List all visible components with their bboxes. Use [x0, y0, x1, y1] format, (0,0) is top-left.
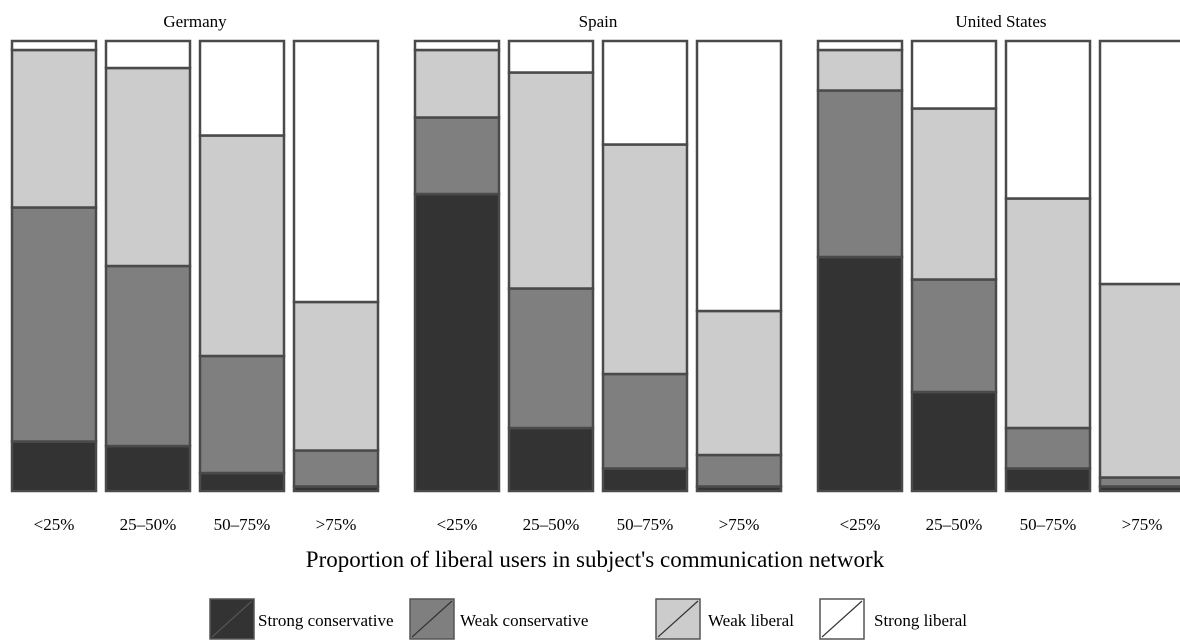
legend-item: Weak conservative	[409, 598, 588, 640]
legend-swatch-slash	[657, 600, 699, 638]
bar-segment	[104, 264, 192, 448]
x-tick-label: 50–75%	[1020, 515, 1077, 534]
bar-segment	[413, 116, 501, 196]
x-tick-label: <25%	[437, 515, 478, 534]
bar-segment	[198, 134, 286, 358]
bar-segment	[292, 39, 380, 304]
x-tick-label: 25–50%	[120, 515, 177, 534]
bar-segment	[601, 143, 689, 376]
bar-segment	[816, 39, 904, 52]
bar-segment	[601, 39, 689, 146]
bar-segment	[198, 471, 286, 493]
legend-swatch-slash	[411, 600, 453, 638]
bar-segment	[507, 71, 595, 290]
x-tick-label: 50–75%	[617, 515, 674, 534]
x-tick-label: 50–75%	[214, 515, 271, 534]
legend-label: Strong liberal	[874, 611, 967, 630]
bar-segment	[10, 206, 98, 443]
legend-swatch-slash	[211, 600, 253, 638]
bar-segment	[910, 390, 998, 493]
bar-segment	[910, 39, 998, 110]
labels-layer: Germany <25% 25–50% 50–75% >75% Spain <25% 25–5…	[34, 12, 1163, 534]
bar-segment	[413, 192, 501, 493]
bar-segment	[816, 89, 904, 259]
bar-segment	[1004, 197, 1092, 430]
bar-segment	[10, 440, 98, 493]
bar-segment	[601, 372, 689, 470]
bar-segment	[695, 309, 783, 457]
legend: Strong conservative Weak conservative Weak…	[209, 598, 967, 640]
bar-segment	[413, 48, 501, 119]
bar-segment	[1098, 282, 1180, 479]
bar-segment	[695, 39, 783, 313]
x-tick-label: 25–50%	[926, 515, 983, 534]
legend-label: Strong conservative	[258, 611, 394, 630]
x-tick-label: <25%	[34, 515, 75, 534]
bar-segment	[507, 287, 595, 430]
x-tick-label: >75%	[316, 515, 357, 534]
x-tick-label: <25%	[840, 515, 881, 534]
bar-segment	[10, 39, 98, 52]
bar-segment	[910, 278, 998, 394]
bar-segment	[816, 48, 904, 92]
legend-swatch-slash	[821, 600, 863, 638]
bar-segment	[507, 426, 595, 493]
legend-label: Weak liberal	[708, 611, 794, 630]
bar-segment	[910, 107, 998, 281]
legend-item: Strong liberal	[819, 598, 967, 640]
bar-segment	[413, 39, 501, 52]
x-tick-label: >75%	[1122, 515, 1163, 534]
bar-segment	[1098, 39, 1180, 286]
legend-item: Weak liberal	[655, 598, 794, 640]
panel-title: Spain	[579, 12, 618, 31]
bar-segment	[10, 48, 98, 209]
bar-segment	[1098, 476, 1180, 488]
bar-segment	[1004, 39, 1092, 200]
bar-segment	[104, 444, 192, 493]
bar-segment	[1004, 426, 1092, 470]
bar-segment	[104, 39, 192, 70]
panel-title: United States	[955, 12, 1046, 31]
x-axis-label: Proportion of liberal users in subject's…	[306, 547, 885, 572]
bar-segment	[1004, 467, 1092, 493]
bar-segment	[816, 255, 904, 493]
bar-segment	[198, 39, 286, 137]
x-tick-label: 25–50%	[523, 515, 580, 534]
bars-layer	[10, 39, 1180, 493]
bar-segment	[198, 354, 286, 475]
panel-title: Germany	[163, 12, 227, 31]
bar-segment	[601, 467, 689, 493]
bar-segment	[292, 300, 380, 452]
x-tick-label: >75%	[719, 515, 760, 534]
legend-label: Weak conservative	[460, 611, 588, 630]
legend-item: Strong conservative	[209, 598, 394, 640]
bar-segment	[507, 39, 595, 74]
bar-segment	[292, 449, 380, 488]
bar-segment	[695, 453, 783, 488]
bar-segment	[104, 66, 192, 268]
